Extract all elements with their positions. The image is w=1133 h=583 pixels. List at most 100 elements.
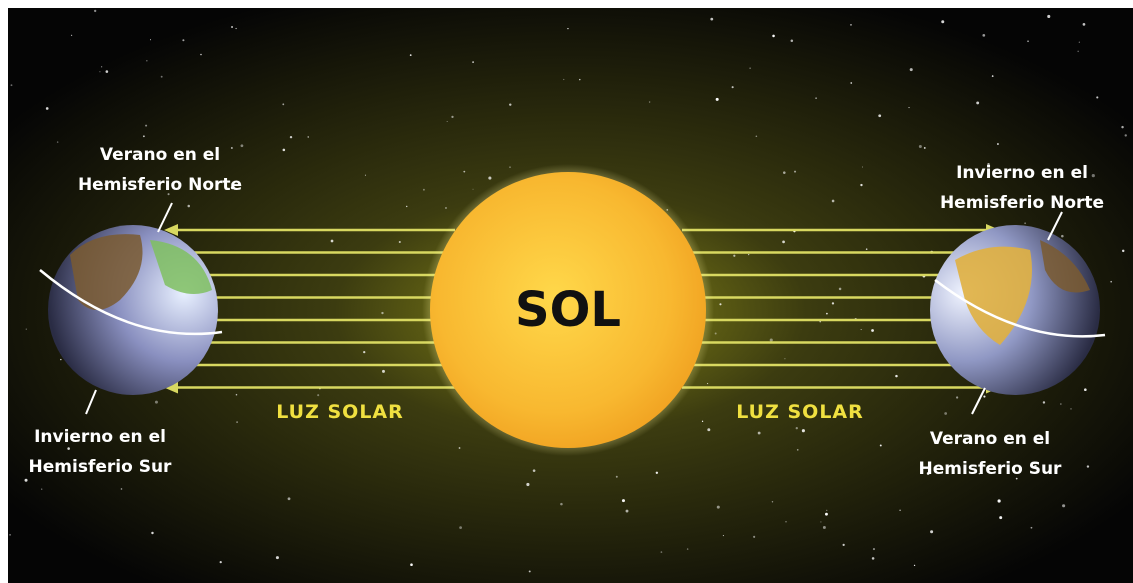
star — [363, 351, 365, 353]
star — [716, 98, 719, 101]
star — [121, 488, 123, 490]
star — [67, 447, 70, 450]
star — [1125, 134, 1127, 136]
star — [719, 303, 721, 305]
star — [976, 101, 979, 104]
star — [1110, 281, 1112, 283]
star — [288, 497, 291, 500]
star — [276, 556, 279, 559]
star — [1061, 235, 1064, 238]
star — [710, 18, 713, 21]
star — [317, 394, 319, 396]
star — [526, 483, 529, 486]
star — [783, 171, 786, 174]
star — [46, 107, 49, 110]
star — [914, 565, 915, 566]
star — [235, 28, 236, 29]
star — [463, 171, 465, 173]
label-line: Verano en el — [100, 145, 220, 165]
star — [423, 189, 425, 191]
star — [236, 394, 238, 396]
star — [1060, 403, 1061, 404]
sun-label: SOL — [515, 282, 621, 338]
star — [1047, 15, 1050, 18]
star — [785, 521, 786, 522]
star — [823, 526, 826, 529]
star — [331, 240, 334, 243]
star — [382, 370, 385, 373]
star — [866, 248, 868, 250]
star — [290, 136, 292, 138]
star — [1062, 504, 1065, 507]
star — [707, 428, 710, 431]
star — [94, 10, 96, 12]
star — [815, 97, 816, 98]
star — [236, 421, 238, 423]
star — [509, 166, 510, 167]
star — [992, 75, 994, 77]
star — [782, 240, 785, 243]
star — [850, 82, 852, 84]
star — [1027, 40, 1029, 42]
star — [283, 149, 286, 152]
star — [758, 432, 761, 435]
star — [488, 177, 491, 180]
star — [832, 200, 835, 203]
star — [919, 145, 922, 148]
star — [182, 39, 184, 41]
star — [145, 125, 147, 127]
star — [872, 557, 875, 560]
star — [770, 339, 773, 342]
label-line: Hemisferio Norte — [78, 175, 242, 195]
star — [908, 107, 909, 108]
star — [1096, 96, 1098, 98]
star — [791, 39, 794, 42]
star — [1087, 465, 1089, 467]
star — [71, 35, 72, 36]
star — [459, 447, 461, 449]
star — [406, 206, 407, 207]
label-line: Hemisferio Sur — [919, 459, 1062, 479]
star — [941, 20, 944, 23]
star — [723, 535, 724, 536]
star — [796, 427, 798, 429]
star — [9, 534, 11, 536]
star — [220, 561, 222, 563]
star — [241, 144, 244, 147]
star — [982, 34, 985, 37]
star — [1077, 51, 1078, 52]
star — [187, 205, 190, 208]
star — [626, 510, 629, 513]
star — [1083, 23, 1086, 26]
star — [802, 429, 805, 432]
star — [687, 548, 688, 549]
star — [473, 189, 474, 190]
star — [365, 175, 366, 176]
star — [880, 444, 882, 446]
star — [649, 101, 650, 102]
star — [797, 449, 799, 451]
star — [944, 412, 947, 415]
star — [860, 184, 862, 186]
star — [862, 166, 863, 167]
star — [282, 103, 284, 105]
star — [772, 501, 773, 502]
star — [983, 396, 985, 398]
star — [873, 548, 875, 550]
star — [381, 312, 383, 314]
star — [1070, 408, 1071, 409]
star — [231, 26, 233, 28]
star — [25, 479, 28, 482]
star — [861, 329, 862, 330]
star — [563, 79, 564, 80]
star — [200, 54, 202, 56]
star — [560, 503, 563, 506]
star — [878, 114, 881, 117]
star — [146, 60, 147, 61]
star — [794, 171, 796, 173]
label-line: Verano en el — [930, 429, 1050, 449]
star — [410, 54, 412, 56]
page: SOL LUZ SOLAR LUZ SOLAR Verano en el Hem… — [0, 0, 1133, 583]
star — [910, 68, 913, 71]
star — [1084, 388, 1087, 391]
